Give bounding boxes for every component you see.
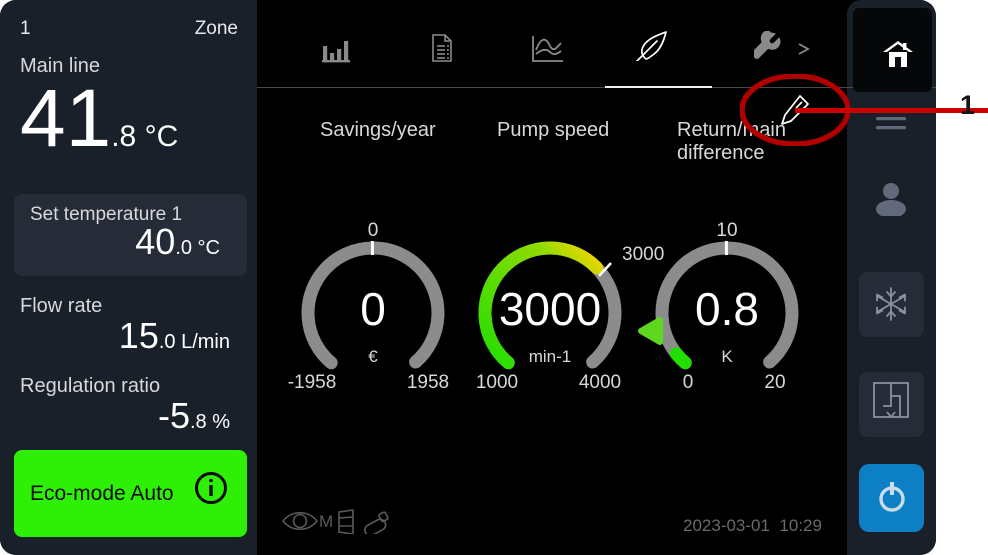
svg-text:0: 0 [360, 283, 386, 335]
svg-text:M: M [319, 512, 333, 531]
svg-text:0.8: 0.8 [695, 283, 759, 335]
svg-text:20: 20 [764, 372, 785, 393]
svg-text:-1958: -1958 [288, 372, 337, 393]
svg-text:0: 0 [368, 220, 379, 241]
svg-text:10: 10 [716, 220, 737, 241]
svg-text:0: 0 [683, 372, 694, 393]
svg-text:K: K [721, 347, 733, 366]
svg-text:3000: 3000 [622, 244, 664, 265]
svg-text:3000: 3000 [499, 283, 601, 335]
svg-text:1000: 1000 [476, 372, 518, 393]
svg-text:min-1: min-1 [529, 347, 572, 366]
svg-text:€: € [368, 347, 378, 366]
svg-text:1958: 1958 [407, 372, 449, 393]
svg-text:4000: 4000 [579, 372, 621, 393]
